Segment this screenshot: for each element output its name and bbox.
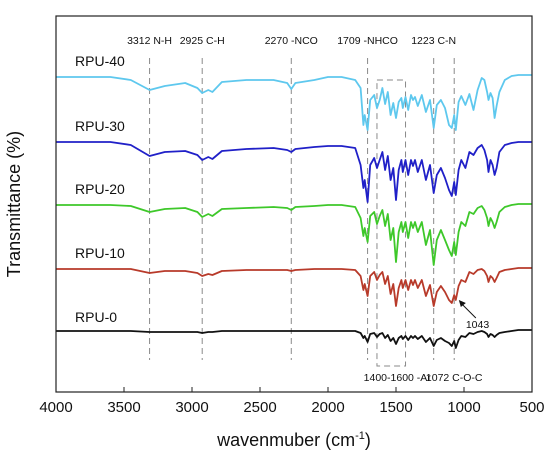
series-label-rpu-30: RPU-30 [75, 118, 125, 134]
y-axis-label: Transmittance (%) [4, 131, 24, 277]
x-tick-label-500: 500 [519, 399, 544, 416]
x-tick-label-2500: 2500 [243, 399, 276, 416]
series-label-rpu-10: RPU-10 [75, 245, 125, 261]
x-tick-label-2000: 2000 [311, 399, 344, 416]
reference-label-2925: 2925 C-H [180, 35, 225, 47]
aromatic-region-label: 1400-1600 -Ar [364, 372, 432, 384]
series-line-rpu-10 [56, 267, 532, 307]
series-label-rpu-20: RPU-20 [75, 181, 125, 197]
series-line-rpu-20 [56, 203, 532, 266]
series-line-rpu-0 [56, 329, 532, 349]
plot-frame [55, 15, 533, 393]
series-label-rpu-40: RPU-40 [75, 53, 125, 69]
x-tick-label-1500: 1500 [379, 399, 412, 416]
series-line-rpu-30 [56, 141, 532, 203]
x-tick-label-3500: 3500 [107, 399, 140, 416]
x-axis-label-superscript: -1 [355, 430, 365, 442]
plot-content: 3312 N-H 2925 C-H 2270 -NCO 1709 -NHCO 1223 … [56, 35, 532, 384]
x-axis-title: wavenmuber (cm-1) [216, 430, 371, 450]
reference-label-1072: 1072 C-O-C [426, 372, 483, 384]
x-tick-label-3000: 3000 [175, 399, 208, 416]
annotation-label-1043: 1043 [466, 319, 490, 331]
x-axis-label-close: ) [365, 430, 371, 450]
reference-label-3312: 3312 N-H [127, 35, 172, 47]
reference-label-2270: 2270 -NCO [265, 35, 318, 47]
series-line-rpu-40 [56, 74, 532, 131]
reference-label-1709: 1709 -NHCO [337, 35, 398, 47]
annotation-arrow-head [458, 300, 466, 307]
series-label-rpu-0: RPU-0 [75, 309, 117, 325]
x-axis: 4000 3500 3000 2500 2000 1500 1000 500 [39, 387, 545, 416]
x-axis-label: wavenmuber (cm [216, 430, 355, 450]
x-tick-label-4000: 4000 [39, 399, 72, 416]
annotation-arrow-line [460, 302, 477, 319]
x-tick-label-1000: 1000 [447, 399, 480, 416]
reference-label-1223: 1223 C-N [411, 35, 456, 47]
